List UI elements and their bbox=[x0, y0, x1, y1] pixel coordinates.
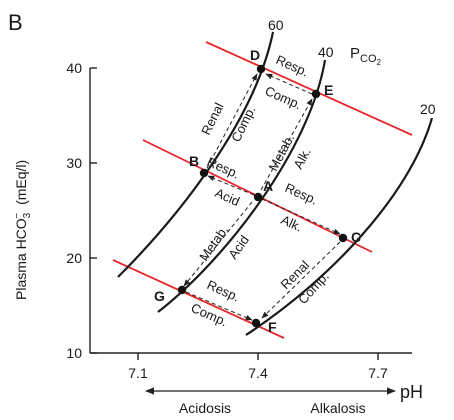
isobar-label-20: 20 bbox=[420, 101, 436, 117]
label-resp-comp-2-1: Resp. bbox=[205, 277, 242, 305]
point-label-f: F bbox=[268, 319, 277, 335]
point-label-g: G bbox=[154, 288, 165, 304]
point-g bbox=[177, 285, 187, 295]
point-label-d: D bbox=[250, 47, 260, 63]
panel-label: B bbox=[8, 10, 23, 35]
isobar-label-60: 60 bbox=[268, 17, 284, 33]
point-f bbox=[251, 318, 261, 328]
isobar-label-40: 40 bbox=[318, 44, 334, 60]
point-a bbox=[253, 192, 263, 202]
point-b bbox=[199, 168, 209, 178]
x-axis-label: pH bbox=[400, 382, 423, 402]
point-label-a: A bbox=[263, 178, 273, 194]
arrow-b-to-d bbox=[206, 73, 258, 169]
label-renal-comp-1-1: Renal bbox=[198, 100, 226, 137]
x-ticks: 7.1 7.4 7.7 bbox=[128, 353, 388, 381]
label-renal-comp-1-2: Comp. bbox=[228, 103, 258, 144]
x-tick-label: 7.1 bbox=[128, 365, 148, 381]
x-tick-label: 7.4 bbox=[248, 365, 268, 381]
arrow-a-to-c bbox=[261, 198, 341, 235]
point-d bbox=[256, 64, 266, 74]
buffer-line-top bbox=[205, 41, 413, 136]
pco2-legend: PCO2 bbox=[350, 45, 382, 67]
state-points: A B C D E F G bbox=[154, 47, 361, 335]
label-resp-alk-2: Alk. bbox=[279, 212, 305, 235]
label-metab-alk-1: Metab. bbox=[265, 131, 297, 173]
y-tick-label: 20 bbox=[66, 250, 82, 266]
point-e bbox=[311, 89, 321, 99]
label-resp-alk-1: Resp. bbox=[283, 180, 320, 208]
transition-arrows bbox=[183, 73, 341, 321]
point-label-b: B bbox=[189, 153, 199, 169]
y-tick-label: 10 bbox=[66, 345, 82, 361]
arrow-g-to-f bbox=[185, 291, 253, 321]
label-metab-alk-2: Alk. bbox=[290, 145, 313, 171]
acidosis-caption: Acidosis bbox=[179, 400, 231, 416]
arrow-a-to-b bbox=[207, 175, 255, 196]
arrow-e-to-d bbox=[265, 73, 313, 95]
label-resp-acid-1: Resp. bbox=[205, 154, 242, 182]
label-metab-acid-2: Acid bbox=[225, 232, 252, 261]
alkalosis-caption: Alkalosis bbox=[310, 400, 365, 416]
point-label-e: E bbox=[324, 82, 333, 98]
arrow-a-to-e bbox=[260, 98, 313, 191]
y-tick-label: 30 bbox=[66, 155, 82, 171]
y-ticks: 10 20 30 40 bbox=[66, 60, 97, 361]
x-tick-label: 7.7 bbox=[368, 365, 388, 381]
y-tick-label: 40 bbox=[66, 60, 82, 76]
y-axis-label: Plasma HCO3−(mEq/l) bbox=[12, 160, 33, 300]
label-metab-acid-1: Metab. bbox=[196, 223, 231, 264]
isobar-20 bbox=[245, 117, 434, 336]
point-label-c: C bbox=[351, 229, 361, 245]
point-c bbox=[338, 233, 348, 243]
